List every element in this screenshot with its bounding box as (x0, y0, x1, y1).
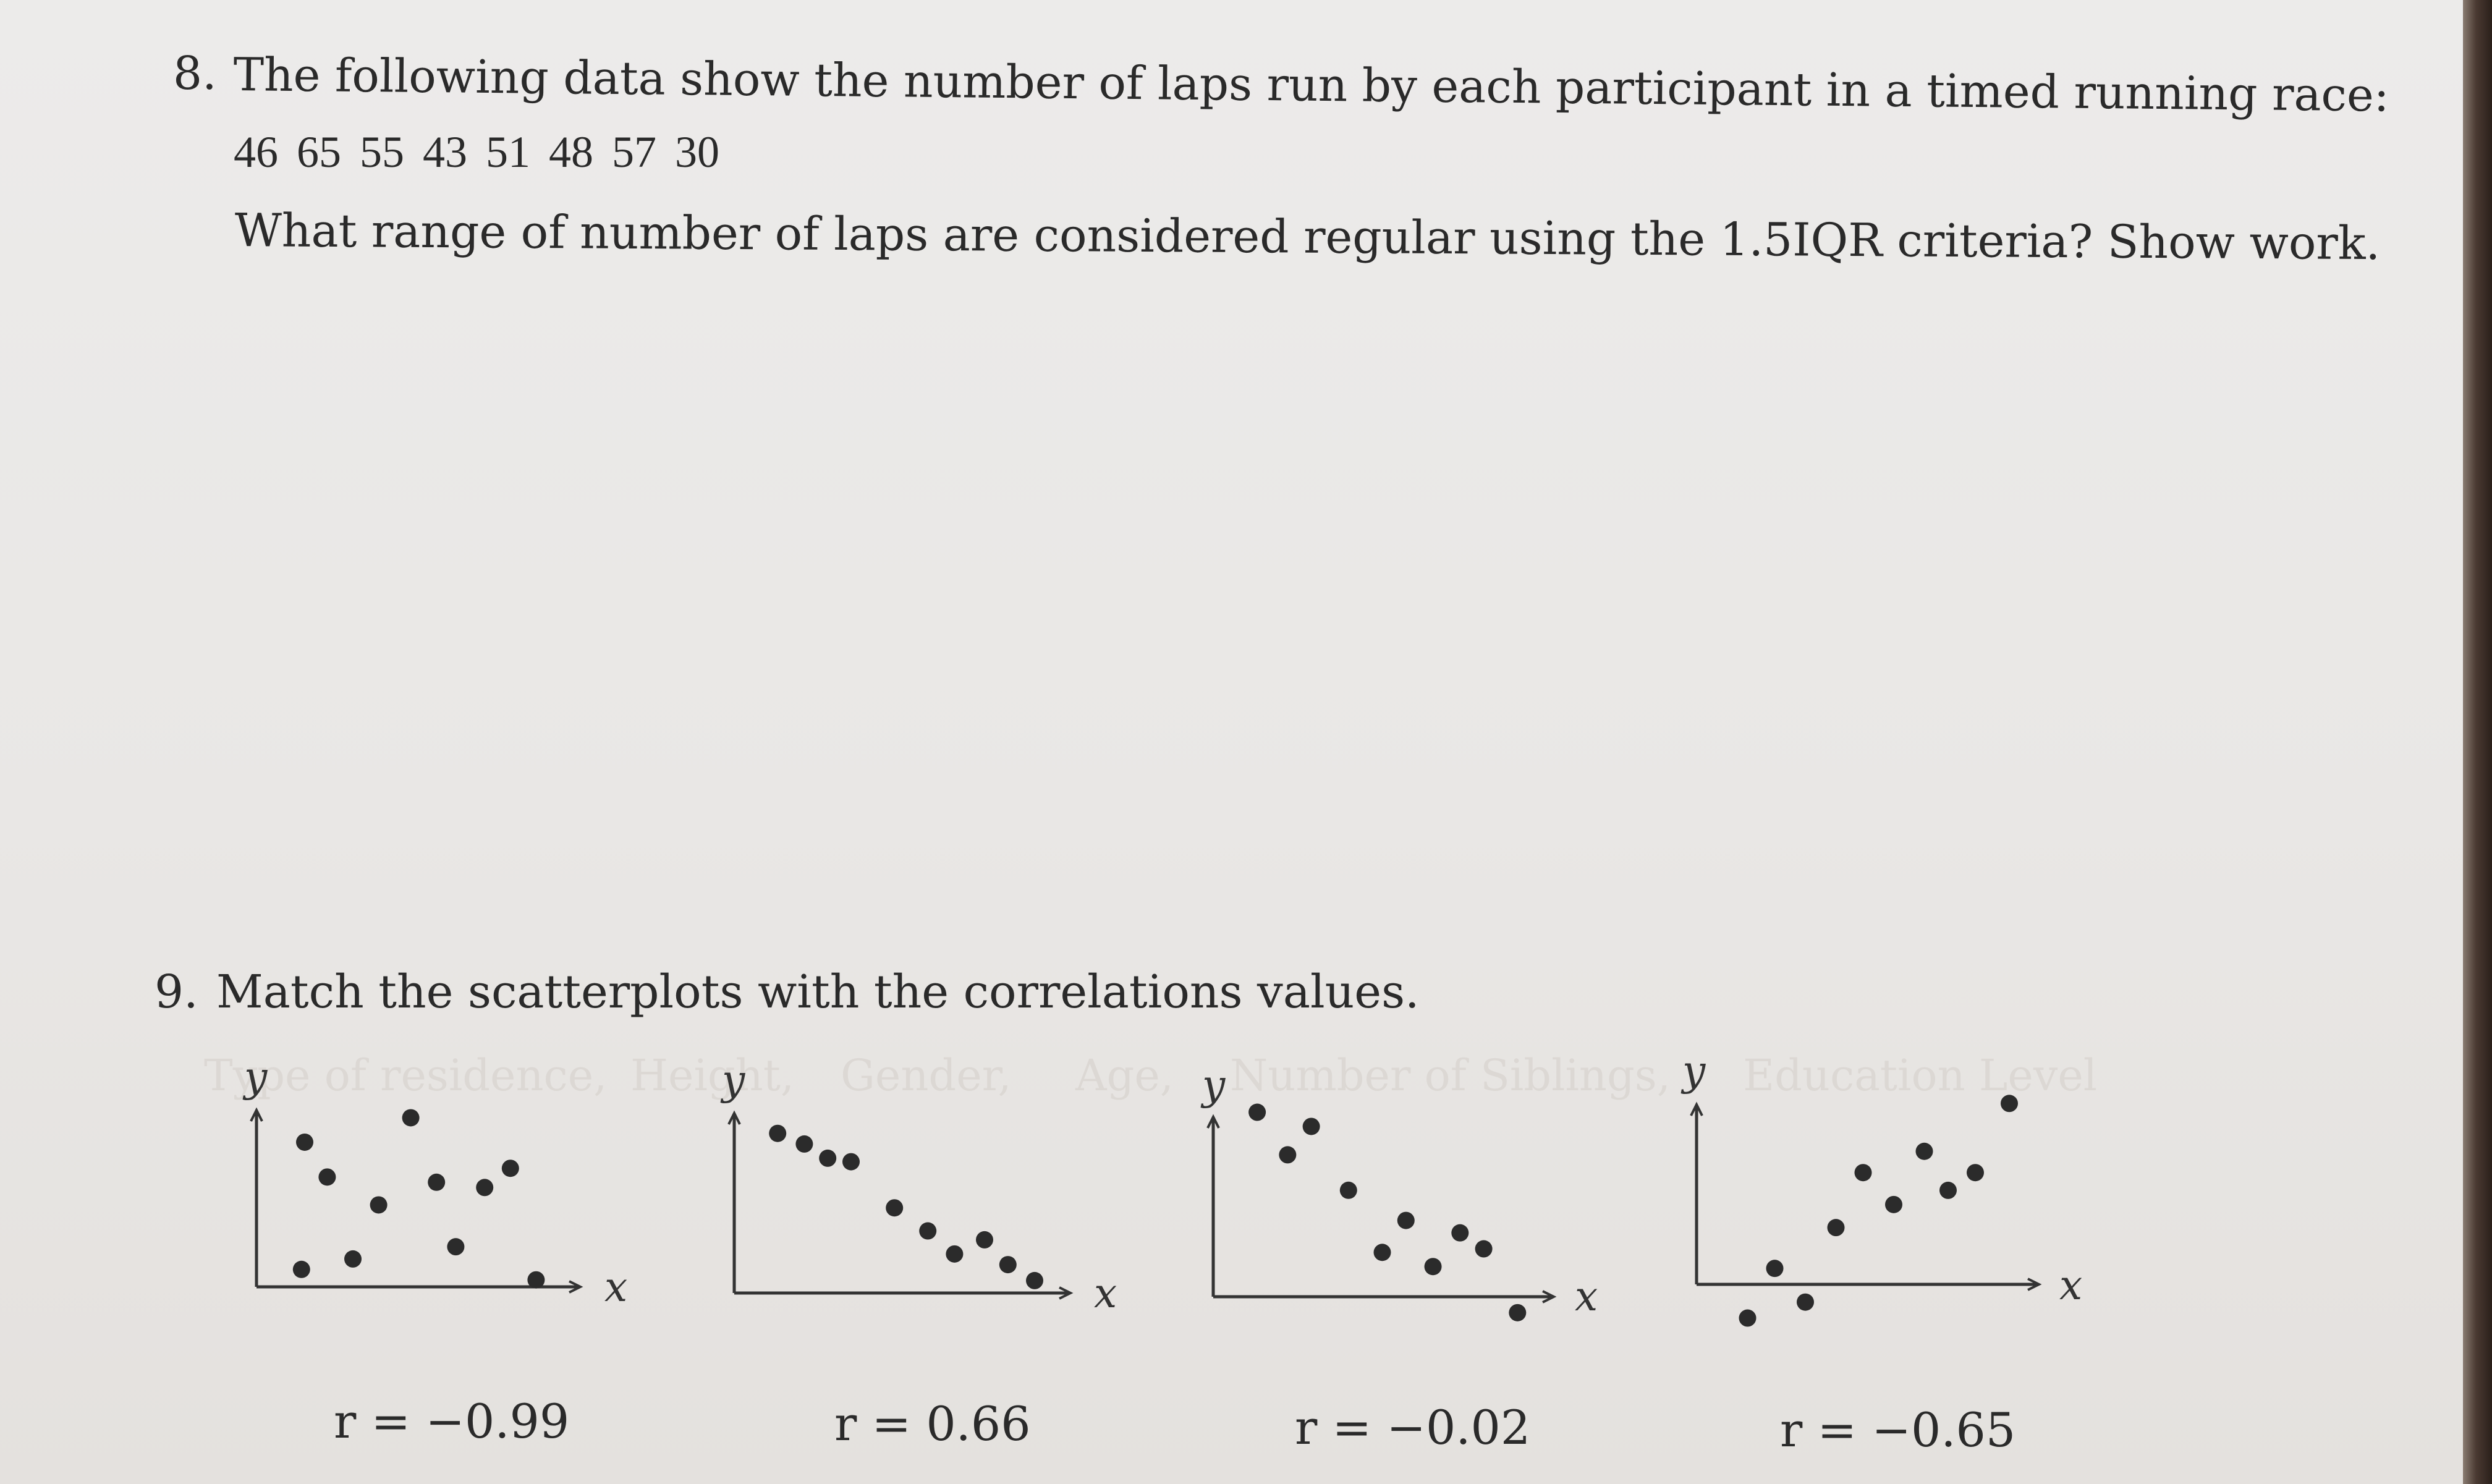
correlation-value-4: r = −0.65 (1780, 1402, 2016, 1457)
x-axis-arrow-icon (1059, 1286, 1074, 1300)
x-axis-label: x (1094, 1270, 1117, 1317)
bleed-through-text-1: Type of residence, (204, 1050, 608, 1101)
data-point (2001, 1095, 2018, 1113)
data-point (842, 1153, 860, 1171)
data-point (1939, 1181, 1957, 1199)
data-point (344, 1250, 362, 1268)
question-8-number: 8. (173, 47, 217, 100)
data-point (402, 1109, 420, 1127)
correlation-value-1: r = −0.99 (334, 1394, 570, 1449)
data-point (370, 1196, 388, 1214)
data-point (1279, 1146, 1297, 1164)
data-point (447, 1238, 465, 1256)
data-point (795, 1135, 813, 1153)
data-point (1509, 1304, 1527, 1321)
y-axis-arrow-icon (250, 1107, 263, 1122)
data-point (1739, 1309, 1757, 1327)
data-point (999, 1256, 1017, 1274)
y-axis-arrow-icon (727, 1110, 741, 1125)
data-point (318, 1168, 336, 1186)
data-point (1026, 1271, 1043, 1289)
y-axis-label: y (1680, 1047, 1706, 1095)
x-axis-arrow-icon (2027, 1278, 2042, 1291)
data-point (1766, 1260, 1784, 1278)
data-point (1915, 1142, 1933, 1160)
question-8-data-values: 46 65 55 43 51 48 57 30 (234, 127, 719, 177)
x-axis-label: x (2059, 1261, 2082, 1309)
data-point (1854, 1164, 1872, 1182)
data-point (1797, 1293, 1814, 1311)
data-point (292, 1260, 310, 1278)
bleed-through-text-2: Height, (630, 1050, 795, 1101)
data-point (1248, 1103, 1266, 1121)
data-point (428, 1173, 446, 1191)
page-edge-shadow (2463, 0, 2492, 1484)
data-point (1397, 1211, 1415, 1229)
y-axis-label: y (720, 1056, 745, 1104)
question-9-number: 9. (155, 965, 198, 1019)
x-axis-label: x (604, 1263, 627, 1311)
data-point (501, 1160, 519, 1177)
scatterplot-4: yx (1680, 1047, 2082, 1327)
data-point (1967, 1164, 1984, 1182)
data-point (946, 1245, 964, 1263)
correlation-value-3: r = −0.02 (1295, 1400, 1531, 1455)
data-point (1339, 1181, 1357, 1199)
data-point (476, 1179, 494, 1197)
y-axis-label: y (1200, 1061, 1226, 1109)
x-axis-arrow-icon (569, 1280, 583, 1294)
data-point (296, 1133, 313, 1151)
data-point (1451, 1224, 1469, 1242)
data-point (976, 1231, 993, 1249)
data-point (1827, 1219, 1845, 1237)
bleed-through-text-4: Age, (1075, 1050, 1174, 1101)
data-point (886, 1199, 904, 1217)
data-point (527, 1271, 545, 1289)
correlation-value-2: r = 0.66 (834, 1396, 1031, 1451)
data-point (819, 1149, 837, 1167)
data-point (1302, 1117, 1320, 1135)
scatterplot-1: yx (242, 1053, 627, 1311)
question-9-prompt: Match the scatterplots with the correlat… (216, 965, 1420, 1019)
x-axis-label: x (1575, 1273, 1598, 1320)
bleed-through-text-3: Gender, (841, 1050, 1012, 1101)
y-axis-arrow-icon (1690, 1101, 1703, 1116)
data-point (1373, 1244, 1391, 1261)
data-point (769, 1124, 787, 1142)
scatterplot-2: yx (720, 1056, 1117, 1317)
data-point (1424, 1258, 1442, 1276)
data-point (919, 1222, 937, 1240)
bleed-through-text-6: Education Level (1743, 1050, 2098, 1101)
x-axis-arrow-icon (1542, 1290, 1557, 1304)
data-point (1885, 1195, 1902, 1213)
y-axis-arrow-icon (1206, 1114, 1220, 1129)
bleed-through-text-5: Number of Siblings, (1230, 1050, 1671, 1101)
data-point (1475, 1240, 1493, 1258)
scatterplot-3: yx (1200, 1061, 1598, 1321)
y-axis-label: y (242, 1053, 268, 1101)
